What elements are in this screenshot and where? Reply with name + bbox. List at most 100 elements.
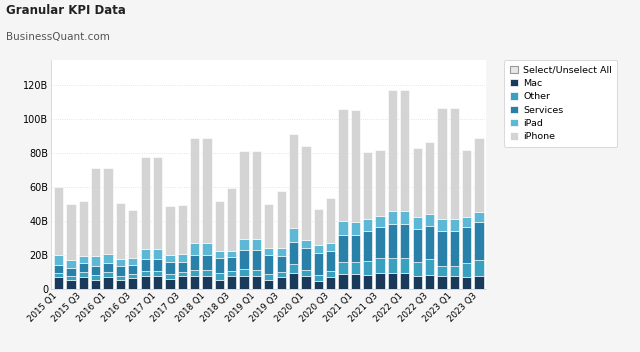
Bar <box>351 235 360 262</box>
Bar <box>190 276 199 289</box>
Bar <box>314 209 323 245</box>
Bar <box>413 276 422 289</box>
Bar <box>141 271 150 276</box>
Bar <box>339 274 348 289</box>
Bar <box>239 239 249 250</box>
Legend: Select/Unselect All, Mac, Other, Services, iPad, iPhone: Select/Unselect All, Mac, Other, Service… <box>504 60 618 147</box>
Bar <box>252 250 261 270</box>
Bar <box>54 255 63 265</box>
Bar <box>116 259 125 266</box>
Bar <box>239 276 249 289</box>
Bar <box>314 281 323 289</box>
Bar <box>239 151 249 239</box>
Bar <box>227 257 236 271</box>
Bar <box>104 272 113 277</box>
Bar <box>450 276 459 289</box>
Bar <box>301 276 310 289</box>
Bar <box>128 265 138 275</box>
Bar <box>474 260 484 276</box>
Bar <box>388 90 397 211</box>
Bar <box>54 277 63 289</box>
Bar <box>462 227 471 263</box>
Bar <box>314 253 323 275</box>
Bar <box>252 151 261 239</box>
Bar <box>141 157 150 249</box>
Bar <box>190 255 199 270</box>
Bar <box>165 262 175 274</box>
Bar <box>276 272 286 277</box>
Bar <box>141 276 150 289</box>
Bar <box>91 280 100 289</box>
Bar <box>351 110 360 221</box>
Bar <box>450 266 459 276</box>
Bar <box>301 248 310 270</box>
Bar <box>400 272 410 289</box>
Bar <box>91 169 100 256</box>
Bar <box>425 214 434 226</box>
Bar <box>178 276 187 289</box>
Bar <box>202 138 212 243</box>
Bar <box>450 231 459 266</box>
Bar <box>214 251 224 258</box>
Bar <box>363 261 372 275</box>
Bar <box>474 222 484 260</box>
Bar <box>227 271 236 276</box>
Bar <box>450 108 459 219</box>
Bar <box>425 275 434 289</box>
Bar <box>425 226 434 259</box>
Bar <box>301 146 310 240</box>
Bar <box>376 273 385 289</box>
Bar <box>214 274 224 279</box>
Bar <box>363 231 372 261</box>
Bar <box>116 266 125 276</box>
Bar <box>104 254 113 263</box>
Bar <box>79 201 88 256</box>
Bar <box>190 243 199 255</box>
Bar <box>351 274 360 289</box>
Bar <box>79 263 88 272</box>
Bar <box>437 219 447 231</box>
Bar <box>67 204 76 260</box>
Bar <box>153 249 162 259</box>
Bar <box>214 279 224 289</box>
Bar <box>239 250 249 269</box>
Bar <box>462 263 471 277</box>
Bar <box>264 255 273 274</box>
Bar <box>227 188 236 251</box>
Bar <box>79 256 88 263</box>
Bar <box>178 262 187 272</box>
Bar <box>54 187 63 255</box>
Bar <box>289 228 298 242</box>
Bar <box>190 138 199 243</box>
Bar <box>450 219 459 231</box>
Bar <box>54 272 63 277</box>
Bar <box>462 277 471 289</box>
Bar <box>462 217 471 227</box>
Bar <box>79 277 88 289</box>
Bar <box>67 280 76 289</box>
Text: Granular KPI Data: Granular KPI Data <box>6 4 126 17</box>
Bar <box>153 276 162 289</box>
Bar <box>91 275 100 280</box>
Bar <box>289 133 298 228</box>
Bar <box>252 276 261 289</box>
Bar <box>474 138 484 212</box>
Bar <box>425 259 434 275</box>
Bar <box>388 272 397 289</box>
Bar <box>437 276 447 289</box>
Bar <box>153 157 162 249</box>
Bar <box>425 142 434 214</box>
Bar <box>227 276 236 289</box>
Bar <box>437 231 447 266</box>
Bar <box>326 251 335 271</box>
Bar <box>153 271 162 276</box>
Bar <box>128 275 138 278</box>
Bar <box>289 242 298 264</box>
Bar <box>326 198 335 243</box>
Bar <box>128 210 138 258</box>
Bar <box>351 221 360 235</box>
Bar <box>388 224 397 258</box>
Bar <box>264 274 273 280</box>
Bar <box>202 255 212 270</box>
Bar <box>326 271 335 277</box>
